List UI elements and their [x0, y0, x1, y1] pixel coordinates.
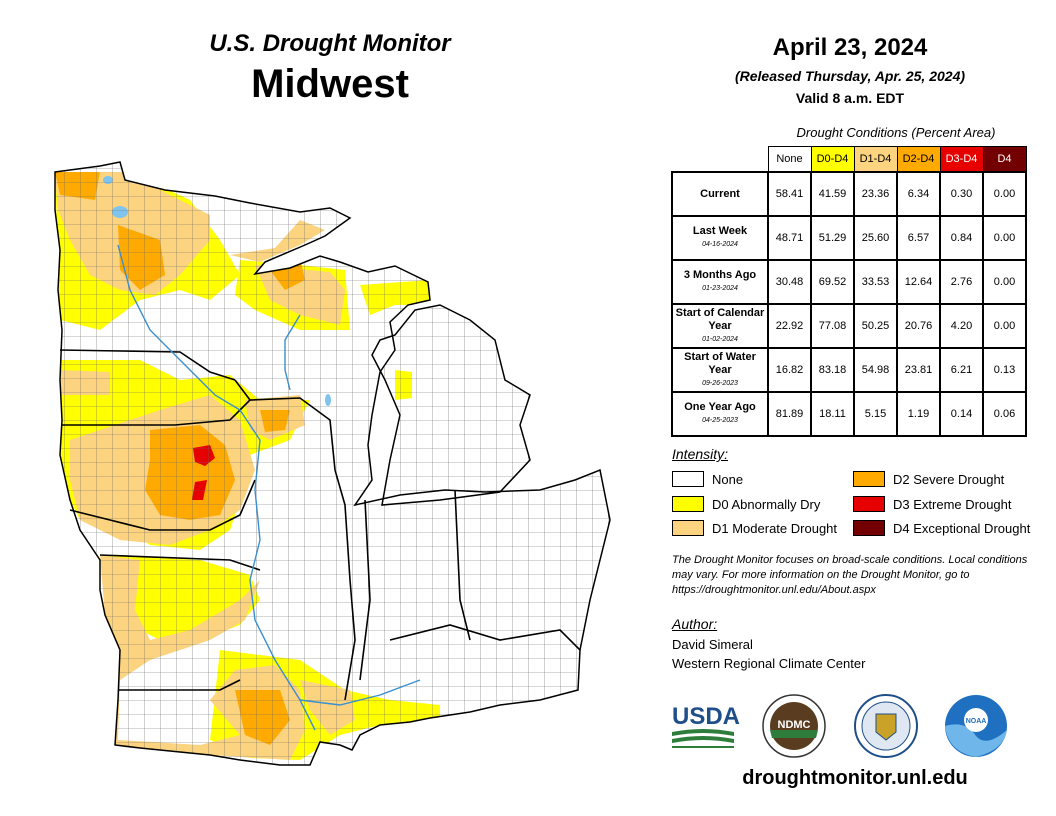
legend-swatch: [853, 520, 885, 536]
table-row: Start of Calendar Year 01-02-2024 22.92 7…: [671, 303, 1027, 349]
table-row: 3 Months Ago 01-23-2024 30.48 69.52 33.53…: [671, 259, 1027, 305]
agency-logos: USDA NDMC NOAA: [672, 694, 1007, 758]
state-boundaries: [59, 349, 581, 701]
legend-title: Intensity:: [672, 446, 729, 462]
drought-stats-table: None D0-D4 D1-D4 D2-D4 D3-D4 D4 Current …: [671, 146, 1027, 437]
legend-swatch: [853, 471, 885, 487]
table-cell: 1.19: [896, 391, 941, 437]
table-cell: 77.08: [810, 303, 855, 349]
col-d0-d4: D0-D4: [810, 146, 855, 173]
col-d4: D4: [982, 146, 1027, 173]
legend-item-d4: D4 Exceptional Drought: [853, 520, 1030, 536]
table-cell: 0.30: [939, 171, 984, 217]
row-label: Current: [671, 171, 769, 217]
usda-text: USDA: [672, 703, 740, 730]
table-cell: 6.57: [896, 215, 941, 261]
table-row: Last Week 04-16-2024 48.71 51.29 25.60 6.…: [671, 215, 1027, 261]
table-cell: 0.13: [982, 347, 1027, 393]
table-cell: 5.15: [853, 391, 898, 437]
col-none: None: [767, 146, 812, 173]
table-cell: 6.34: [896, 171, 941, 217]
table-cell: 16.82: [767, 347, 812, 393]
table-cell: 6.21: [939, 347, 984, 393]
table-cell: 0.00: [982, 303, 1027, 349]
author-org: Western Regional Climate Center: [672, 656, 866, 671]
table-cell: 0.00: [982, 171, 1027, 217]
region-title: Midwest: [251, 62, 409, 106]
row-label: 3 Months Ago 01-23-2024: [671, 259, 769, 305]
legend-label: D0 Abnormally Dry: [712, 496, 821, 512]
table-cell: 51.29: [810, 215, 855, 261]
table-cell: 58.41: [767, 171, 812, 217]
map-date: April 23, 2024: [772, 34, 928, 61]
legend-item-none: None: [672, 471, 743, 487]
rivers: [117, 244, 421, 731]
table-cell: 54.98: [853, 347, 898, 393]
noaa-logo: NOAA: [945, 695, 1007, 757]
legend-swatch: [672, 471, 704, 487]
release-date: (Released Thursday, Apr. 25, 2024): [734, 68, 966, 84]
table-cell: 30.48: [767, 259, 812, 305]
legend-label: D4 Exceptional Drought: [893, 520, 1031, 536]
table-cell: 81.89: [767, 391, 812, 437]
col-d2-d4: D2-D4: [896, 146, 941, 173]
table-title: Drought Conditions (Percent Area): [796, 125, 996, 140]
author-name: David Simeral: [672, 637, 753, 652]
table-cell: 0.14: [939, 391, 984, 437]
valid-time: Valid 8 a.m. EDT: [795, 90, 905, 106]
table-cell: 25.60: [853, 215, 898, 261]
table-cell: 69.52: [810, 259, 855, 305]
table-cell: 18.11: [810, 391, 855, 437]
map-title: U.S. Drought Monitor: [209, 30, 451, 57]
drought-map: [54, 161, 611, 766]
legend-label: D1 Moderate Drought: [712, 520, 838, 536]
disclaimer-note: The Drought Monitor focuses on broad-sca…: [672, 554, 1028, 596]
county-boundaries: [55, 162, 610, 765]
table-cell: 41.59: [810, 171, 855, 217]
website-url[interactable]: droughtmonitor.unl.edu: [742, 767, 968, 789]
legend-swatch: [853, 496, 885, 512]
table-cell: 23.81: [896, 347, 941, 393]
legend-item-d0: D0 Abnormally Dry: [672, 496, 820, 512]
col-d1-d4: D1-D4: [853, 146, 898, 173]
table-cell: 0.84: [939, 215, 984, 261]
table-cell: 22.92: [767, 303, 812, 349]
legend-swatch: [672, 520, 704, 536]
legend-item-d3: D3 Extreme Drought: [853, 496, 1012, 512]
table-cell: 12.64: [896, 259, 941, 305]
header-blank: [672, 147, 768, 173]
noaa-text: NOAA: [966, 718, 987, 725]
table-cell: 0.06: [982, 391, 1027, 437]
usda-logo: USDA: [672, 703, 740, 748]
table-cell: 0.00: [982, 259, 1027, 305]
table-cell: 50.25: [853, 303, 898, 349]
legend-item-d1: D1 Moderate Drought: [672, 520, 837, 536]
legend-label: D3 Extreme Drought: [893, 496, 1012, 512]
doc-seal-logo: [854, 694, 918, 758]
legend-item-d2: D2 Severe Drought: [853, 471, 1004, 487]
table-row: One Year Ago 04-25-2023 81.89 18.11 5.15 …: [671, 391, 1027, 437]
table-cell: 0.00: [982, 215, 1027, 261]
col-d3-d4: D3-D4: [939, 146, 984, 173]
legend-label: None: [712, 471, 744, 487]
table-cell: 83.18: [810, 347, 855, 393]
table-cell: 2.76: [939, 259, 984, 305]
table-cell: 33.53: [853, 259, 898, 305]
author-heading: Author:: [672, 616, 718, 632]
table-header-row: None D0-D4 D1-D4 D2-D4 D3-D4 D4: [672, 146, 1027, 173]
ndmc-logo: NDMC: [762, 694, 826, 758]
legend-swatch: [672, 496, 704, 512]
ndmc-text: NDMC: [778, 719, 811, 731]
table-row: Current 58.41 41.59 23.36 6.34 0.30 0.00: [671, 171, 1027, 217]
legend-label: D2 Severe Drought: [893, 471, 1005, 487]
table-cell: 23.36: [853, 171, 898, 217]
row-label: Last Week 04-16-2024: [671, 215, 769, 261]
table-cell: 48.71: [767, 215, 812, 261]
table-row: Start of Water Year 09-26-2023 16.82 83.1…: [671, 347, 1027, 393]
row-label: Start of Calendar Year 01-02-2024: [671, 303, 769, 349]
row-label: One Year Ago 04-25-2023: [671, 391, 769, 437]
table-cell: 20.76: [896, 303, 941, 349]
row-label: Start of Water Year 09-26-2023: [671, 347, 769, 393]
table-cell: 4.20: [939, 303, 984, 349]
